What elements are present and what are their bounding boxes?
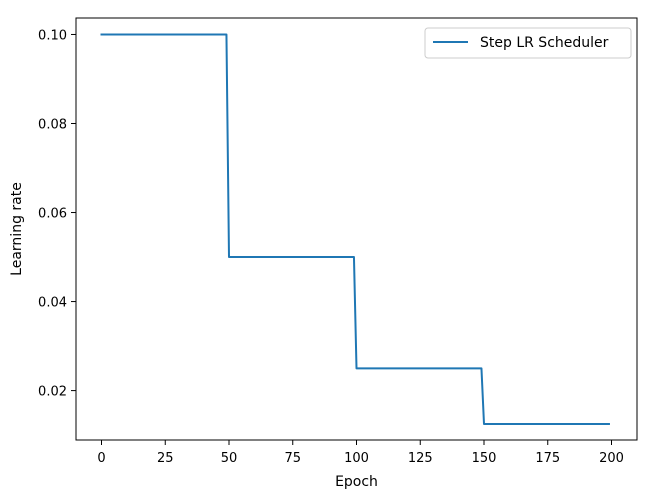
- y-axis: 0.02 0.04 0.06 0.08 0.10: [38, 28, 76, 400]
- plot-area: [100, 33, 610, 425]
- y-tick-label: 0.02: [38, 385, 67, 400]
- x-axis-label: Epoch: [335, 474, 378, 490]
- x-tick-label: 175: [535, 451, 560, 466]
- x-tick-label: 125: [408, 451, 433, 466]
- y-axis-label: Learning rate: [9, 182, 25, 276]
- x-tick-label: 0: [97, 451, 105, 466]
- legend-series-label: Step LR Scheduler: [480, 35, 609, 51]
- x-tick-label: 200: [599, 451, 624, 466]
- series-line-0: [100, 33, 610, 425]
- y-tick-label: 0.06: [38, 207, 67, 222]
- y-tick-label: 0.04: [38, 296, 67, 311]
- x-axis: 0 25 50 75 100 125 150 175 200: [97, 440, 624, 466]
- x-tick-label: 50: [221, 451, 238, 466]
- legend: Step LR Scheduler: [424, 27, 632, 59]
- y-tick-label: 0.08: [38, 118, 67, 133]
- x-tick-label: 25: [157, 451, 174, 466]
- x-tick-label: 100: [344, 451, 369, 466]
- y-tick-label: 0.10: [38, 28, 67, 43]
- x-tick-label: 75: [284, 451, 301, 466]
- x-tick-label: 150: [472, 451, 497, 466]
- legend-box: [424, 27, 632, 59]
